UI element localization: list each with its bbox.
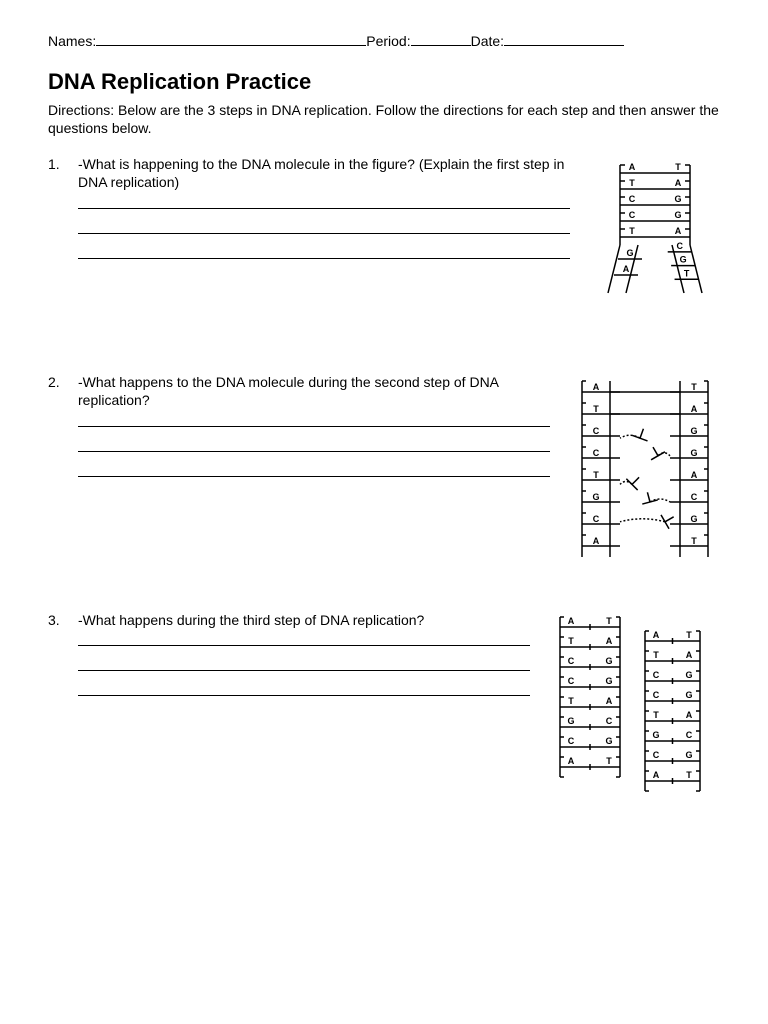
svg-text:A: A	[568, 616, 575, 626]
q3-text: -What happens during the third step of D…	[78, 611, 530, 629]
figure-3: ATTACGCGTAGCCGATATTACGCGTAGCCGAT	[550, 611, 720, 811]
svg-text:A: A	[691, 404, 698, 414]
svg-text:G: G	[674, 210, 681, 220]
svg-text:C: C	[686, 730, 693, 740]
svg-text:G: G	[690, 426, 697, 436]
svg-text:C: C	[568, 676, 575, 686]
svg-text:T: T	[593, 404, 599, 414]
svg-text:C: C	[593, 514, 600, 524]
svg-text:G: G	[652, 730, 659, 740]
q2-line[interactable]	[78, 451, 550, 452]
svg-text:T: T	[629, 178, 635, 188]
svg-text:T: T	[675, 162, 681, 172]
svg-text:C: C	[676, 241, 683, 251]
svg-text:A: A	[675, 226, 682, 236]
question-2: 2. -What happens to the DNA molecule dur…	[48, 373, 720, 583]
q1-line[interactable]	[78, 258, 570, 259]
svg-text:T: T	[684, 268, 690, 278]
q3-line[interactable]	[78, 645, 530, 646]
figure-2: A T C C T G C A T A G G A C G T	[570, 373, 720, 583]
q3-number: 3.	[48, 611, 62, 720]
q1-line[interactable]	[78, 233, 570, 234]
svg-text:C: C	[691, 492, 698, 502]
svg-text:T: T	[691, 536, 697, 546]
svg-text:G: G	[674, 194, 681, 204]
svg-text:A: A	[623, 264, 630, 274]
svg-text:C: C	[653, 750, 660, 760]
svg-text:G: G	[567, 716, 574, 726]
svg-text:A: A	[606, 636, 613, 646]
svg-text:G: G	[592, 492, 599, 502]
period-label: Period:	[366, 32, 410, 50]
figure-1: ATTACGCGTAGACGT	[590, 155, 720, 345]
svg-text:A: A	[686, 710, 693, 720]
svg-text:T: T	[568, 636, 574, 646]
svg-text:G: G	[605, 656, 612, 666]
date-blank[interactable]	[504, 32, 624, 46]
svg-text:C: C	[593, 426, 600, 436]
q1-text: -What is happening to the DNA molecule i…	[78, 155, 570, 191]
directions-text: Directions: Below are the 3 steps in DNA…	[48, 101, 720, 137]
q2-number: 2.	[48, 373, 62, 500]
svg-text:C: C	[568, 736, 575, 746]
svg-text:C: C	[629, 210, 636, 220]
svg-text:C: C	[653, 670, 660, 680]
q2-line[interactable]	[78, 426, 550, 427]
svg-text:T: T	[653, 710, 659, 720]
q2-text: -What happens to the DNA molecule during…	[78, 373, 550, 409]
svg-text:G: G	[690, 448, 697, 458]
svg-text:A: A	[686, 650, 693, 660]
q3-line[interactable]	[78, 670, 530, 671]
q2-line[interactable]	[78, 476, 550, 477]
svg-text:T: T	[606, 616, 612, 626]
svg-text:C: C	[629, 194, 636, 204]
q1-number: 1.	[48, 155, 62, 282]
svg-text:G: G	[685, 690, 692, 700]
svg-text:A: A	[653, 630, 660, 640]
svg-text:G: G	[690, 514, 697, 524]
svg-text:A: A	[593, 536, 600, 546]
svg-text:A: A	[675, 178, 682, 188]
q3-line[interactable]	[78, 695, 530, 696]
svg-text:C: C	[606, 716, 613, 726]
names-blank[interactable]	[96, 32, 366, 46]
svg-text:T: T	[653, 650, 659, 660]
svg-text:A: A	[568, 756, 575, 766]
svg-text:G: G	[605, 676, 612, 686]
svg-text:T: T	[691, 382, 697, 392]
svg-text:C: C	[653, 690, 660, 700]
svg-text:T: T	[629, 226, 635, 236]
svg-text:C: C	[568, 656, 575, 666]
page-title: DNA Replication Practice	[48, 68, 720, 97]
names-label: Names:	[48, 32, 96, 50]
svg-text:A: A	[653, 770, 660, 780]
svg-text:T: T	[686, 630, 692, 640]
question-1: 1. -What is happening to the DNA molecul…	[48, 155, 720, 345]
svg-text:G: G	[685, 670, 692, 680]
question-3: 3. -What happens during the third step o…	[48, 611, 720, 811]
svg-text:G: G	[605, 736, 612, 746]
svg-text:T: T	[568, 696, 574, 706]
svg-text:A: A	[629, 162, 636, 172]
period-blank[interactable]	[411, 32, 471, 46]
header-row: Names: Period: Date:	[48, 32, 720, 50]
svg-text:G: G	[626, 248, 633, 258]
svg-text:A: A	[691, 470, 698, 480]
q1-line[interactable]	[78, 208, 570, 209]
svg-text:T: T	[606, 756, 612, 766]
svg-text:G: G	[685, 750, 692, 760]
date-label: Date:	[471, 32, 504, 50]
svg-text:T: T	[686, 770, 692, 780]
svg-text:A: A	[593, 382, 600, 392]
svg-text:C: C	[593, 448, 600, 458]
svg-text:G: G	[680, 255, 687, 265]
svg-text:T: T	[593, 470, 599, 480]
svg-text:A: A	[606, 696, 613, 706]
